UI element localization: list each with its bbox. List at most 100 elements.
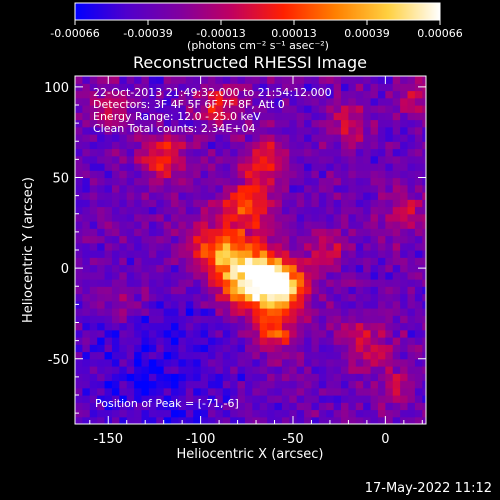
heatmap-cell [422,221,426,229]
heatmap-cell [156,387,165,396]
heatmap-cell [363,242,372,251]
heatmap-cell [97,177,106,186]
heatmap-cell [237,257,246,266]
heatmap-cell [363,250,372,258]
heatmap-cell [304,141,313,150]
heatmap-cell [89,242,98,251]
heatmap-cell [89,83,98,92]
heatmap-cell [178,395,187,403]
heatmap-cell [237,184,246,193]
heatmap-cell [200,242,209,251]
heatmap-cell [156,163,165,171]
heatmap-cell [97,300,106,309]
heatmap-cell [281,300,290,309]
heatmap-cell [400,76,409,84]
heatmap-cell [422,206,426,215]
heatmap-cell [274,250,283,258]
heatmap-cell [200,366,209,374]
heatmap-cell [252,192,261,200]
heatmap-cell [267,315,276,324]
heatmap-cell [148,76,157,84]
heatmap-cell [82,119,91,128]
heatmap-cell [97,105,106,113]
heatmap-cell [377,271,386,280]
heatmap-cell [318,387,327,396]
heatmap-cell [348,228,357,237]
heatmap-cell [215,90,224,99]
heatmap-cell [178,155,187,164]
heatmap-cell [311,192,320,200]
heatmap-cell [267,119,276,128]
heatmap-cell [311,308,320,316]
heatmap-cell [148,177,157,186]
heatmap-cell [392,264,401,273]
heatmap-cell [163,351,172,360]
heatmap-cell [244,76,253,84]
heatmap-cell [230,155,239,164]
heatmap-cell [392,257,401,266]
heatmap-cell [208,97,216,106]
heatmap-cell [363,402,372,411]
heatmap-cell [89,228,98,237]
heatmap-cell [148,97,157,106]
heatmap-cell [185,387,194,396]
y-tick-label: -50 [48,353,69,368]
heatmap-cell [377,170,386,179]
heatmap-cell [377,184,386,193]
heatmap-cell [156,90,165,99]
heatmap-cell [126,351,135,360]
heatmap-cell [244,126,253,135]
heatmap-cell [97,264,106,273]
heatmap-cell [185,76,194,84]
heatmap-cell [193,337,202,345]
heatmap-cell [104,163,113,171]
heatmap-cell [304,90,313,99]
heatmap-cell [134,184,143,193]
heatmap-cell [222,228,231,237]
heatmap-cell [156,344,165,353]
heatmap-cell [363,279,372,287]
heatmap-cell [141,148,150,157]
heatmap-cell [400,199,409,208]
heatmap-cell [326,351,335,360]
heatmap-cell [215,373,224,382]
heatmap-cell [318,315,327,324]
heatmap-cell [148,105,157,113]
heatmap-cell [377,300,386,309]
heatmap-cell [274,163,283,171]
heatmap-cell [148,141,157,150]
heatmap-cell [89,192,98,200]
heatmap-cell [341,141,350,150]
heatmap-cell [148,293,157,302]
heatmap-cell [422,228,426,237]
heatmap-cell [341,221,350,229]
heatmap-cell [126,416,135,424]
heatmap-cell [318,351,327,360]
heatmap-cell [363,134,372,142]
heatmap-cell [267,373,276,382]
heatmap-cell [163,148,172,157]
heatmap-cell [385,119,394,128]
heatmap-cell [97,228,106,237]
heatmap-cell [119,250,128,258]
heatmap-cell [392,250,401,258]
heatmap-cell [89,300,98,309]
heatmap-cell [267,264,276,273]
heatmap-cell [119,257,128,266]
heatmap-cell [119,242,128,251]
heatmap-cell [341,409,350,418]
heatmap-cell [267,402,276,411]
heatmap-cell [178,90,187,99]
heatmap-cell [208,192,216,200]
heatmap-cell [185,308,194,316]
heatmap-cell [171,134,180,142]
heatmap-cell [89,257,98,266]
heatmap-cell [311,257,320,266]
heatmap-cell [370,387,379,396]
heatmap-cell [296,271,305,280]
heatmap-cell [333,250,342,258]
heatmap-cell [171,105,180,113]
heatmap-cell [400,112,409,121]
heatmap-cell [341,213,350,222]
heatmap-cell [126,126,135,135]
